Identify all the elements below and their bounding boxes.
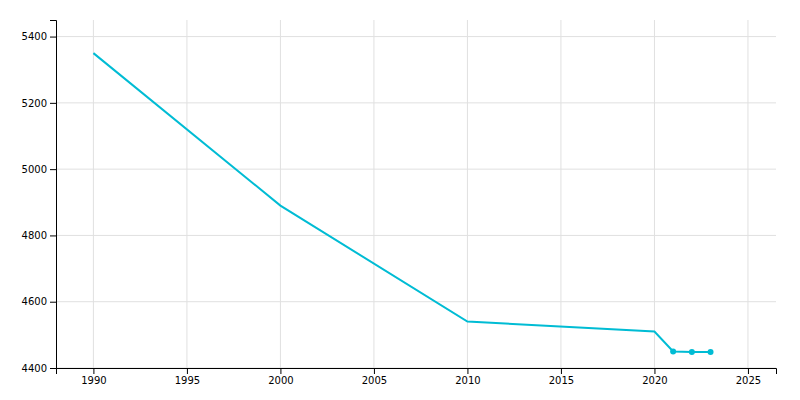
tick-label: 1990 bbox=[81, 375, 106, 386]
tick-mark bbox=[561, 368, 562, 374]
tick: 2020 bbox=[642, 368, 667, 386]
marks bbox=[93, 53, 713, 355]
plot: 1990 1995 2000 2005 2010 2015 2020 2025 4400 4600… bbox=[22, 20, 777, 386]
grid-line-y bbox=[56, 36, 776, 37]
tick: 4400 bbox=[22, 363, 56, 374]
tick-mark bbox=[374, 368, 375, 374]
tick-label: 1995 bbox=[175, 375, 200, 386]
tick: 2005 bbox=[362, 368, 387, 386]
tick-mark bbox=[654, 368, 655, 374]
grid-line-x bbox=[654, 20, 655, 368]
grid-line-x bbox=[373, 20, 374, 368]
grid bbox=[56, 20, 776, 368]
series-marker bbox=[670, 348, 676, 354]
axis-line bbox=[57, 369, 777, 375]
tick-mark bbox=[50, 169, 56, 170]
tick: 1995 bbox=[175, 368, 200, 386]
tick-mark bbox=[50, 235, 56, 236]
grid-line-y bbox=[56, 301, 776, 302]
grid-line-x bbox=[93, 20, 94, 368]
tick: 4600 bbox=[22, 296, 56, 307]
tick-mark bbox=[280, 368, 281, 374]
grid-line-y bbox=[56, 235, 776, 236]
grid-line-x bbox=[186, 20, 187, 368]
grid-line-x bbox=[467, 20, 468, 368]
tick-mark bbox=[748, 368, 749, 374]
tick-label: 2015 bbox=[549, 375, 574, 386]
axis-line bbox=[50, 21, 57, 369]
grid-line-x bbox=[747, 20, 748, 368]
tick-label: 5000 bbox=[22, 164, 47, 175]
tick-mark bbox=[50, 302, 56, 303]
tick: 2015 bbox=[549, 368, 574, 386]
tick-label: 4800 bbox=[22, 230, 47, 241]
tick: 5400 bbox=[22, 31, 56, 42]
tick-mark bbox=[187, 368, 188, 374]
tick: 5000 bbox=[22, 164, 56, 175]
tick: 1990 bbox=[81, 368, 106, 386]
tick-label: 4400 bbox=[22, 363, 47, 374]
tick-mark bbox=[93, 368, 94, 374]
chart-svg: 1990 1995 2000 2005 2010 2015 2020 2025 4400 4600… bbox=[0, 0, 800, 400]
tick-mark bbox=[467, 368, 468, 374]
tick-label: 5200 bbox=[22, 98, 47, 109]
tick-mark bbox=[50, 103, 56, 104]
tick-label: 2020 bbox=[642, 375, 667, 386]
x-axis: 1990 1995 2000 2005 2010 2015 2020 2025 bbox=[57, 368, 777, 386]
series-line bbox=[93, 53, 710, 352]
tick-mark bbox=[50, 37, 56, 38]
tick: 2010 bbox=[455, 368, 480, 386]
tick-label: 2010 bbox=[455, 375, 480, 386]
y-axis: 4400 4600 4800 5000 5200 5400 bbox=[22, 21, 57, 374]
tick: 2000 bbox=[268, 368, 293, 386]
tick-mark bbox=[50, 368, 56, 369]
tick-label: 2005 bbox=[362, 375, 387, 386]
tick-label: 4600 bbox=[22, 296, 47, 307]
series-marker bbox=[689, 349, 695, 355]
tick-label: 2025 bbox=[736, 375, 761, 386]
tick: 5200 bbox=[22, 98, 56, 109]
chart-container: 1990 1995 2000 2005 2010 2015 2020 2025 4400 4600… bbox=[0, 0, 800, 400]
grid-line-x bbox=[560, 20, 561, 368]
tick: 4800 bbox=[22, 230, 56, 241]
grid-line-y bbox=[56, 169, 776, 170]
tick-label: 2000 bbox=[268, 375, 293, 386]
grid-line-y bbox=[56, 102, 776, 103]
tick: 2025 bbox=[736, 368, 761, 386]
tick-label: 5400 bbox=[22, 31, 47, 42]
series-marker bbox=[708, 349, 714, 355]
grid-line-x bbox=[280, 20, 281, 368]
